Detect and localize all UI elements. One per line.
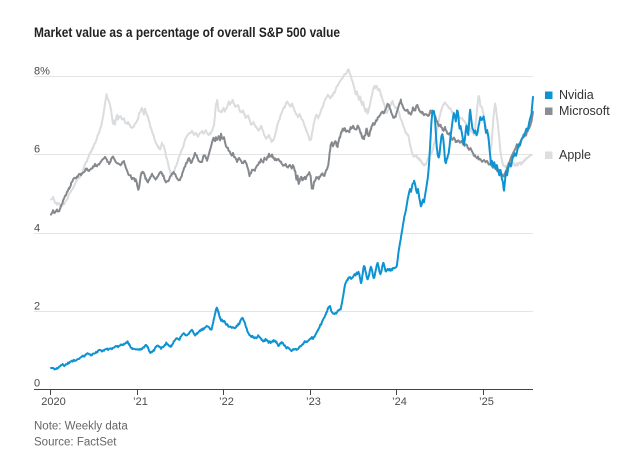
svg-text:Apple: Apple bbox=[559, 148, 591, 162]
svg-text:2020: 2020 bbox=[41, 396, 65, 408]
svg-text:8%: 8% bbox=[34, 66, 50, 78]
svg-text:’21: ’21 bbox=[133, 396, 148, 408]
svg-text:Market value as a percentage o: Market value as a percentage of overall … bbox=[34, 25, 340, 40]
svg-text:2: 2 bbox=[34, 301, 40, 313]
svg-text:’24: ’24 bbox=[392, 396, 407, 408]
svg-text:6: 6 bbox=[34, 144, 40, 156]
svg-text:’25: ’25 bbox=[479, 396, 494, 408]
svg-text:4: 4 bbox=[34, 223, 40, 235]
svg-text:0: 0 bbox=[34, 378, 40, 390]
svg-text:Microsoft: Microsoft bbox=[559, 104, 610, 118]
svg-text:Nvidia: Nvidia bbox=[559, 88, 594, 102]
svg-text:Note: Weekly data: Note: Weekly data bbox=[34, 421, 128, 433]
svg-text:’23: ’23 bbox=[306, 396, 321, 408]
svg-text:Source: FactSet: Source: FactSet bbox=[34, 437, 117, 449]
svg-text:’22: ’22 bbox=[219, 396, 234, 408]
